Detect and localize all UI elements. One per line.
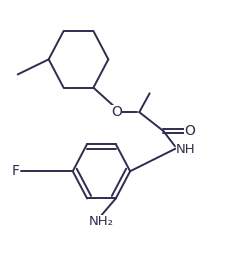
Text: NH: NH [176, 143, 196, 156]
Text: O: O [111, 105, 122, 119]
Text: O: O [184, 124, 195, 138]
Text: NH₂: NH₂ [89, 215, 114, 228]
Text: F: F [11, 164, 20, 178]
